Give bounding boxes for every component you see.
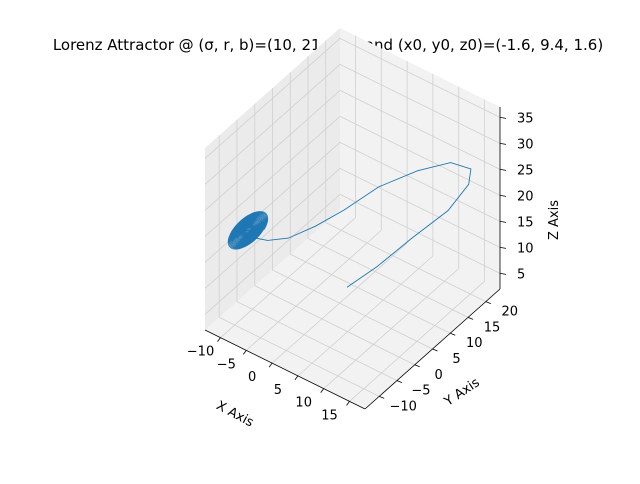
y-tick-label: 20 (502, 305, 519, 320)
z-grid-back (339, 64, 501, 144)
z-tick-label: 30 (517, 137, 534, 152)
z-grid-back (339, 142, 501, 222)
y-grid-floor (307, 238, 469, 318)
z-tick-mark (499, 247, 507, 249)
trajectory-arc (243, 162, 472, 288)
y-grid-floor (290, 253, 451, 334)
y-tick-mark (432, 348, 438, 352)
x-tick-label: −5 (217, 357, 236, 372)
z-grid-back (339, 90, 501, 170)
x-axis-label: X Axis (214, 398, 257, 430)
y-tick-label: −10 (389, 399, 416, 414)
x-axis-line (204, 329, 366, 410)
z-grid-side (204, 168, 341, 289)
y-tick-label: 10 (466, 336, 483, 351)
z-tick-label: 25 (517, 163, 534, 178)
y-tick-mark (450, 332, 456, 336)
x-tick-mark (242, 350, 247, 355)
y-tick-mark (414, 364, 420, 368)
y-tick-label: 0 (435, 368, 443, 383)
z-tick-mark (499, 273, 507, 275)
y-grid-floor (272, 269, 433, 350)
y-axis-label: Y Axis (441, 375, 483, 410)
z-grid-side (204, 194, 341, 315)
back-pane (340, 28, 500, 289)
z-tick-mark (499, 169, 507, 171)
z-grid-side (204, 64, 341, 185)
z-tick-mark (499, 221, 507, 223)
x-tick-mark (268, 362, 273, 368)
y-tick-mark (396, 380, 403, 383)
y-tick-label: −5 (411, 384, 430, 399)
y-tick-mark (379, 395, 385, 399)
z-tick-label: 35 (517, 111, 534, 126)
y-grid-floor (219, 317, 380, 397)
x-tick-mark (217, 337, 221, 342)
z-grid-side (204, 142, 341, 263)
z-tick-mark (499, 143, 507, 145)
x-tick-mark (294, 375, 299, 381)
y-grid-floor (236, 301, 398, 381)
z-grid-side (204, 116, 341, 237)
y-grid-floor (325, 222, 486, 302)
z-tick-mark (499, 195, 507, 197)
y-tick-mark (467, 317, 474, 320)
trajectory (227, 162, 472, 288)
z-grid-back (339, 168, 501, 248)
y-tick-label: 15 (484, 320, 501, 335)
x-tick-mark (320, 388, 325, 393)
z-axis-label: Z Axis (547, 200, 562, 240)
x-tick-label: 10 (295, 396, 312, 411)
x-tick-label: 15 (321, 408, 338, 423)
z-grid-back (339, 116, 501, 196)
x-tick-label: 5 (274, 383, 282, 398)
y-tick-label: 5 (452, 352, 460, 367)
trajectory-core (239, 222, 256, 239)
y-grid-floor (254, 285, 415, 366)
y-tick-mark (485, 301, 491, 305)
z-tick-label: 10 (517, 241, 534, 256)
z-grid-back (339, 38, 501, 118)
z-tick-label: 5 (517, 267, 525, 282)
x-tick-label: −10 (187, 345, 214, 360)
z-grid-back (339, 194, 501, 274)
x-tick-mark (346, 401, 350, 406)
z-tick-label: 20 (517, 189, 534, 204)
z-grid-side (204, 38, 341, 159)
z-grid-side (204, 90, 341, 211)
z-tick-mark (499, 117, 507, 119)
z-tick-label: 15 (517, 215, 534, 230)
x-tick-label: 0 (248, 370, 256, 385)
